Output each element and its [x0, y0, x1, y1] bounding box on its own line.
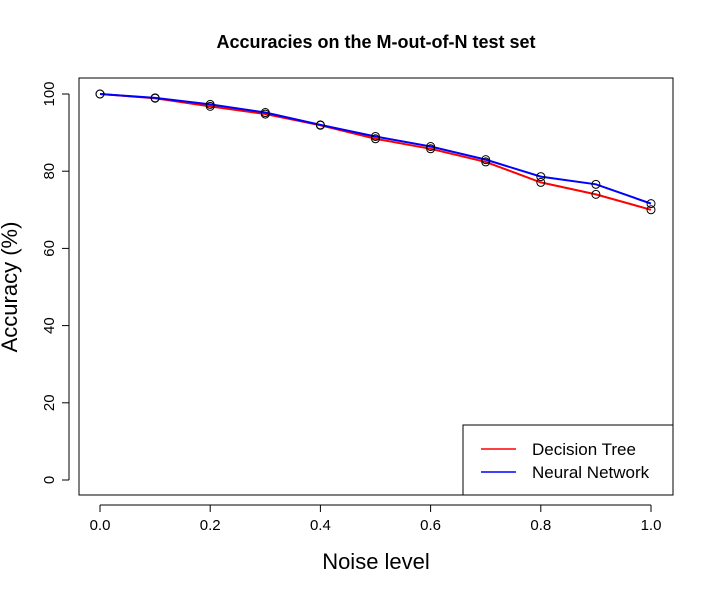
x-tick-label: 0.2 — [200, 517, 221, 534]
data-point-neural-network — [426, 141, 436, 151]
series-line-decision-tree — [99, 93, 652, 211]
x-tick-label: 0.0 — [90, 517, 111, 534]
x-tick-label: 0.8 — [530, 517, 551, 534]
y-axis-label: Accuracy (%) — [0, 222, 22, 353]
legend-label-neural-network: Neural Network — [532, 463, 650, 482]
data-point-neural-network — [481, 155, 491, 165]
data-point-neural-network — [536, 172, 546, 182]
legend: Decision Tree Neural Network — [462, 424, 674, 496]
series-layer — [95, 89, 656, 215]
y-axis: 0 20 40 60 80 100 — [41, 81, 70, 484]
x-axis: 0.0 0.2 0.4 0.6 0.8 1.0 — [90, 504, 662, 534]
y-tick-label: 40 — [41, 317, 58, 334]
x-tick-label: 0.4 — [310, 517, 331, 534]
x-tick-label: 0.6 — [420, 517, 441, 534]
data-point-decision-tree — [646, 205, 656, 215]
series-line-neural-network — [99, 93, 652, 205]
data-point-decision-tree — [371, 134, 380, 144]
data-point-neural-network — [95, 89, 105, 99]
y-tick-label: 80 — [41, 163, 58, 180]
data-point-neural-network — [371, 131, 380, 141]
y-tick-label: 20 — [41, 394, 58, 411]
data-point-neural-network — [591, 179, 601, 189]
legend-label-decision-tree: Decision Tree — [532, 440, 636, 459]
legend-box — [462, 424, 674, 496]
data-point-neural-network — [150, 93, 160, 103]
data-point-decision-tree — [426, 144, 436, 154]
y-tick-label: 100 — [41, 81, 58, 106]
x-axis-label: Noise level — [322, 549, 430, 574]
data-point-neural-network — [646, 199, 656, 209]
data-point-neural-network — [205, 99, 215, 109]
data-point-neural-network — [260, 108, 270, 118]
data-point-decision-tree — [536, 177, 546, 187]
chart-title: Accuracies on the M-out-of-N test set — [216, 32, 535, 52]
data-point-neural-network — [315, 120, 325, 130]
data-point-decision-tree — [591, 189, 601, 199]
y-tick-label: 60 — [41, 240, 58, 257]
x-tick-label: 1.0 — [641, 517, 662, 534]
y-tick-label: 0 — [41, 476, 58, 484]
plot-frame — [78, 77, 674, 496]
data-point-decision-tree — [481, 157, 491, 167]
